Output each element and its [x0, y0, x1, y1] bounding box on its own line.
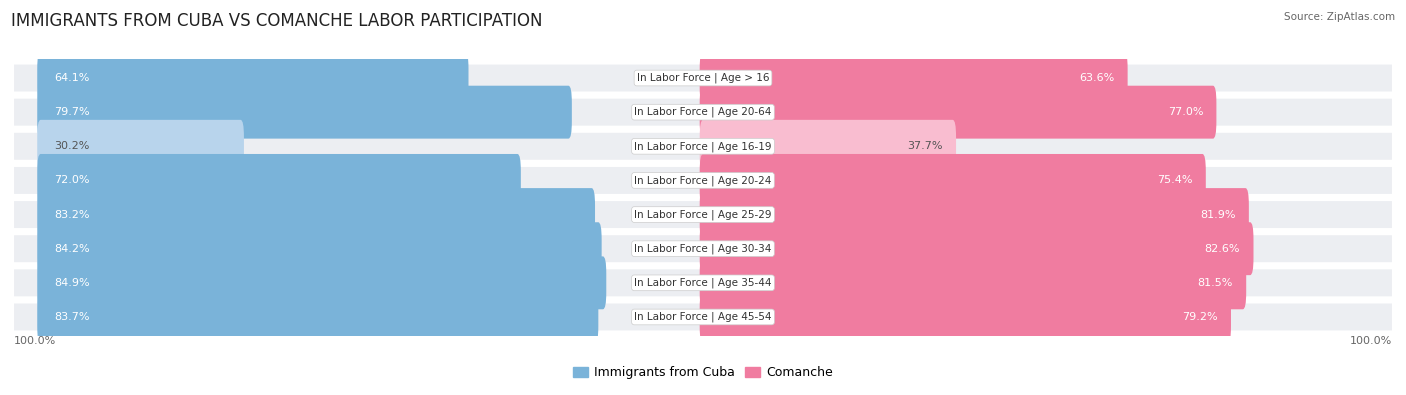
- FancyBboxPatch shape: [700, 188, 1249, 241]
- Text: 63.6%: 63.6%: [1080, 73, 1115, 83]
- Text: In Labor Force | Age 35-44: In Labor Force | Age 35-44: [634, 278, 772, 288]
- FancyBboxPatch shape: [14, 167, 1392, 194]
- Text: 79.7%: 79.7%: [53, 107, 90, 117]
- Text: 75.4%: 75.4%: [1157, 175, 1192, 185]
- FancyBboxPatch shape: [700, 222, 1254, 275]
- FancyBboxPatch shape: [37, 52, 468, 105]
- Text: 64.1%: 64.1%: [53, 73, 89, 83]
- Text: In Labor Force | Age 25-29: In Labor Force | Age 25-29: [634, 209, 772, 220]
- Text: 83.2%: 83.2%: [53, 210, 90, 220]
- Text: 100.0%: 100.0%: [14, 336, 56, 346]
- FancyBboxPatch shape: [37, 86, 572, 139]
- FancyBboxPatch shape: [37, 120, 243, 173]
- FancyBboxPatch shape: [700, 52, 1128, 105]
- FancyBboxPatch shape: [37, 290, 599, 343]
- FancyBboxPatch shape: [14, 133, 1392, 160]
- Text: 77.0%: 77.0%: [1167, 107, 1204, 117]
- Text: In Labor Force | Age > 16: In Labor Force | Age > 16: [637, 73, 769, 83]
- FancyBboxPatch shape: [14, 201, 1392, 228]
- Text: 84.2%: 84.2%: [53, 244, 90, 254]
- Text: Source: ZipAtlas.com: Source: ZipAtlas.com: [1284, 12, 1395, 22]
- Text: 79.2%: 79.2%: [1182, 312, 1218, 322]
- FancyBboxPatch shape: [700, 86, 1216, 139]
- Text: 83.7%: 83.7%: [53, 312, 90, 322]
- FancyBboxPatch shape: [14, 303, 1392, 331]
- FancyBboxPatch shape: [37, 154, 520, 207]
- FancyBboxPatch shape: [700, 154, 1206, 207]
- FancyBboxPatch shape: [700, 290, 1232, 343]
- Text: In Labor Force | Age 16-19: In Labor Force | Age 16-19: [634, 141, 772, 152]
- FancyBboxPatch shape: [37, 256, 606, 309]
- Text: 72.0%: 72.0%: [53, 175, 90, 185]
- Text: In Labor Force | Age 20-64: In Labor Force | Age 20-64: [634, 107, 772, 117]
- FancyBboxPatch shape: [14, 235, 1392, 262]
- Text: In Labor Force | Age 30-34: In Labor Force | Age 30-34: [634, 243, 772, 254]
- Text: IMMIGRANTS FROM CUBA VS COMANCHE LABOR PARTICIPATION: IMMIGRANTS FROM CUBA VS COMANCHE LABOR P…: [11, 12, 543, 30]
- FancyBboxPatch shape: [14, 99, 1392, 126]
- FancyBboxPatch shape: [37, 188, 595, 241]
- Text: In Labor Force | Age 45-54: In Labor Force | Age 45-54: [634, 312, 772, 322]
- FancyBboxPatch shape: [14, 64, 1392, 92]
- Text: In Labor Force | Age 20-24: In Labor Force | Age 20-24: [634, 175, 772, 186]
- Text: 81.5%: 81.5%: [1198, 278, 1233, 288]
- FancyBboxPatch shape: [700, 120, 956, 173]
- Text: 30.2%: 30.2%: [53, 141, 89, 151]
- Text: 81.9%: 81.9%: [1201, 210, 1236, 220]
- FancyBboxPatch shape: [14, 269, 1392, 296]
- Text: 84.9%: 84.9%: [53, 278, 90, 288]
- FancyBboxPatch shape: [700, 256, 1246, 309]
- Legend: Immigrants from Cuba, Comanche: Immigrants from Cuba, Comanche: [572, 366, 834, 379]
- FancyBboxPatch shape: [37, 222, 602, 275]
- Text: 82.6%: 82.6%: [1205, 244, 1240, 254]
- Text: 100.0%: 100.0%: [1350, 336, 1392, 346]
- Text: 37.7%: 37.7%: [907, 141, 943, 151]
